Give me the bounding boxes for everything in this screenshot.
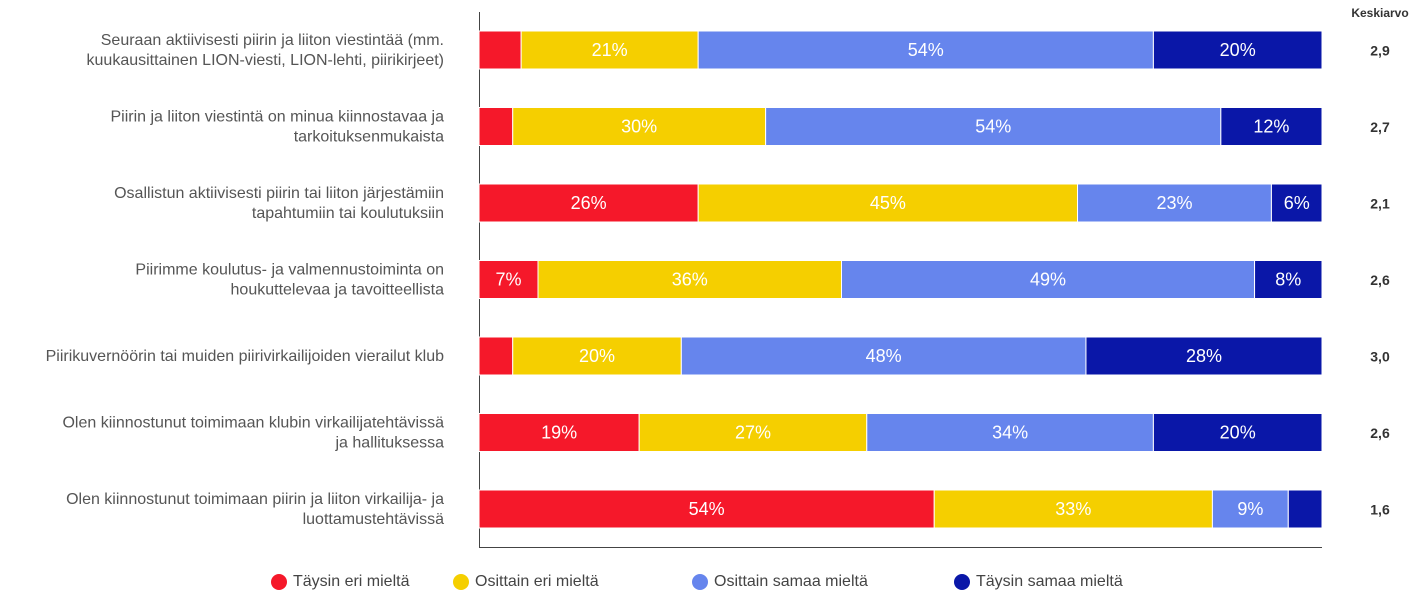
value-label: 48%: [866, 346, 902, 366]
bar-segment: [1152, 30, 1323, 70]
value-label: 6%: [1284, 193, 1310, 213]
value-label: 30%: [621, 116, 657, 136]
value-label: 54%: [689, 499, 725, 519]
category-label-line: ja hallituksessa: [335, 435, 445, 452]
legend-label: Täysin samaa mieltä: [976, 573, 1123, 590]
bar-segment: [1152, 413, 1323, 452]
value-label: 20%: [1220, 422, 1256, 442]
legend-label: Täysin eri mieltä: [293, 573, 410, 590]
bar-segment: [478, 489, 935, 529]
category-label: Piirin ja liiton viestintä on minua kiin…: [110, 109, 444, 146]
bar-segment: [1270, 183, 1323, 223]
value-label: 49%: [1030, 269, 1066, 289]
legend-marker: [954, 574, 970, 590]
category-label-line: Piirikuvernöörin tai muiden piirivirkail…: [46, 348, 444, 365]
bar-segment: [478, 30, 522, 70]
value-label: 21%: [592, 40, 628, 60]
value-label: 34%: [992, 422, 1028, 442]
category-label-line: Piirin ja liiton viestintä on minua kiin…: [110, 109, 444, 126]
bar-segment: [697, 183, 1079, 223]
bar-segment: [512, 336, 682, 376]
category-label-line: houkuttelevaa ja tavoitteellista: [231, 282, 445, 299]
value-label: 23%: [1156, 193, 1192, 213]
bar-segment: [1287, 489, 1323, 529]
bar-segment: [680, 336, 1087, 376]
category-label: Piirimme koulutus- ja valmennustoiminta …: [135, 262, 444, 299]
value-label: 27%: [735, 422, 771, 442]
legend-marker: [692, 574, 708, 590]
bar-segment: [478, 183, 699, 223]
averages-title: Keskiarvo: [1351, 6, 1408, 20]
legend-marker: [453, 574, 469, 590]
average-label: 2,7: [1370, 119, 1390, 135]
value-label: 20%: [1220, 40, 1256, 60]
category-label-line: tapahtumiin tai koulutuksiin: [252, 205, 444, 222]
category-label: Olen kiinnostunut toimimaan klubin virka…: [62, 415, 444, 452]
bar-segment: [1085, 336, 1323, 376]
value-label: 9%: [1237, 499, 1263, 519]
value-label: 7%: [495, 269, 521, 289]
value-label: 19%: [541, 422, 577, 442]
category-label-line: Osallistun aktiivisesti piirin tai liito…: [114, 185, 444, 202]
average-label: 3,0: [1370, 349, 1390, 365]
value-label: 28%: [1186, 346, 1222, 366]
legend-label: Osittain samaa mieltä: [714, 573, 868, 590]
category-label: Piirikuvernöörin tai muiden piirivirkail…: [46, 348, 444, 365]
bar-segment: [478, 107, 514, 146]
average-label: 2,1: [1370, 196, 1390, 212]
category-label-line: Piirimme koulutus- ja valmennustoiminta …: [135, 262, 444, 279]
category-label-line: luottamustehtävissä: [303, 511, 445, 528]
value-label: 45%: [870, 193, 906, 213]
bar-segment: [1077, 183, 1272, 223]
bar-segment: [478, 413, 640, 452]
value-label: 33%: [1055, 499, 1091, 519]
value-label: 54%: [975, 116, 1011, 136]
bar-segment: [840, 260, 1256, 299]
average-label: 2,6: [1370, 272, 1390, 288]
bar-segment: [478, 336, 514, 376]
value-label: 8%: [1275, 269, 1301, 289]
value-label: 26%: [571, 193, 607, 213]
value-label: 54%: [908, 40, 944, 60]
bar-segment: [697, 30, 1154, 70]
bar-segment: [537, 260, 842, 299]
category-label: Olen kiinnostunut toimimaan piirin ja li…: [66, 491, 444, 528]
bar-segment: [520, 30, 699, 70]
bar-segment: [1220, 107, 1323, 146]
average-label: 2,6: [1370, 425, 1390, 441]
category-label-line: kuukausittainen LION-viesti, LION-lehti,…: [87, 52, 444, 69]
value-label: 12%: [1253, 116, 1289, 136]
average-label: 2,9: [1370, 43, 1390, 59]
category-label-line: Olen kiinnostunut toimimaan klubin virka…: [62, 415, 444, 432]
category-label-line: Seuraan aktiivisesti piirin ja liiton vi…: [101, 32, 444, 49]
value-label: 20%: [579, 346, 615, 366]
bar-segment: [866, 413, 1154, 452]
legend-marker: [271, 574, 287, 590]
bar-segment: [478, 260, 539, 299]
category-label-line: Olen kiinnostunut toimimaan piirin ja li…: [66, 491, 444, 508]
bar-segment: [1254, 260, 1323, 299]
value-label: 36%: [672, 269, 708, 289]
category-label: Seuraan aktiivisesti piirin ja liiton vi…: [87, 32, 444, 69]
category-label: Osallistun aktiivisesti piirin tai liito…: [114, 185, 444, 222]
category-label-line: tarkoituksenmukaista: [294, 129, 444, 146]
legend-label: Osittain eri mieltä: [475, 573, 599, 590]
average-label: 1,6: [1370, 502, 1390, 518]
bar-segment: [512, 107, 767, 146]
bar-segment: [1211, 489, 1289, 529]
bar-segment: [933, 489, 1213, 529]
